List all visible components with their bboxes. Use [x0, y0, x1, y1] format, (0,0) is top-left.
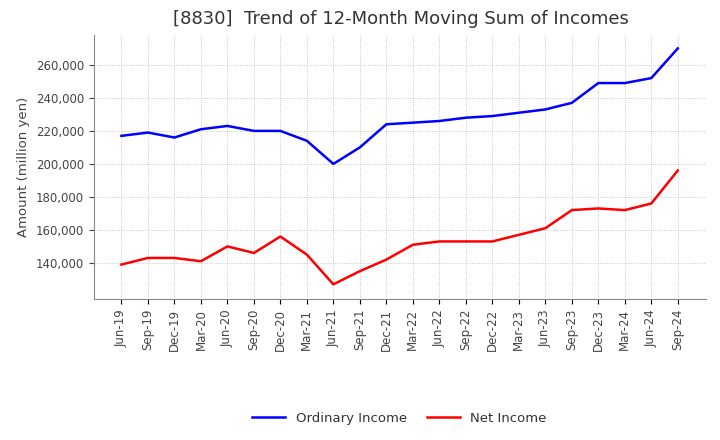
Net Income	[356, 268, 364, 274]
Net Income	[382, 257, 391, 262]
Net Income	[647, 201, 656, 206]
Net Income	[302, 252, 311, 257]
Net Income	[223, 244, 232, 249]
Text: [8830]  Trend of 12-Month Moving Sum of Incomes: [8830] Trend of 12-Month Moving Sum of I…	[174, 10, 629, 28]
Legend: Ordinary Income, Net Income: Ordinary Income, Net Income	[247, 406, 552, 430]
Ordinary Income	[594, 81, 603, 86]
Ordinary Income	[117, 133, 126, 139]
Net Income	[541, 226, 549, 231]
Y-axis label: Amount (million yen): Amount (million yen)	[17, 97, 30, 237]
Ordinary Income	[567, 100, 576, 106]
Ordinary Income	[223, 123, 232, 128]
Net Income	[329, 282, 338, 287]
Net Income	[143, 255, 152, 260]
Ordinary Income	[621, 81, 629, 86]
Net Income	[488, 239, 497, 244]
Ordinary Income	[356, 145, 364, 150]
Net Income	[117, 262, 126, 267]
Net Income	[567, 208, 576, 213]
Ordinary Income	[302, 138, 311, 143]
Net Income	[197, 259, 205, 264]
Ordinary Income	[329, 161, 338, 166]
Ordinary Income	[170, 135, 179, 140]
Ordinary Income	[143, 130, 152, 135]
Net Income	[435, 239, 444, 244]
Ordinary Income	[647, 75, 656, 81]
Line: Ordinary Income: Ordinary Income	[122, 48, 678, 164]
Ordinary Income	[435, 118, 444, 124]
Ordinary Income	[541, 107, 549, 112]
Net Income	[250, 250, 258, 256]
Ordinary Income	[382, 121, 391, 127]
Net Income	[594, 206, 603, 211]
Ordinary Income	[488, 114, 497, 119]
Ordinary Income	[197, 127, 205, 132]
Ordinary Income	[408, 120, 417, 125]
Net Income	[462, 239, 470, 244]
Net Income	[170, 255, 179, 260]
Net Income	[515, 232, 523, 238]
Net Income	[408, 242, 417, 247]
Line: Net Income: Net Income	[122, 171, 678, 284]
Ordinary Income	[462, 115, 470, 120]
Ordinary Income	[515, 110, 523, 115]
Ordinary Income	[250, 128, 258, 134]
Net Income	[673, 168, 682, 173]
Net Income	[276, 234, 284, 239]
Net Income	[621, 208, 629, 213]
Ordinary Income	[673, 46, 682, 51]
Ordinary Income	[276, 128, 284, 134]
